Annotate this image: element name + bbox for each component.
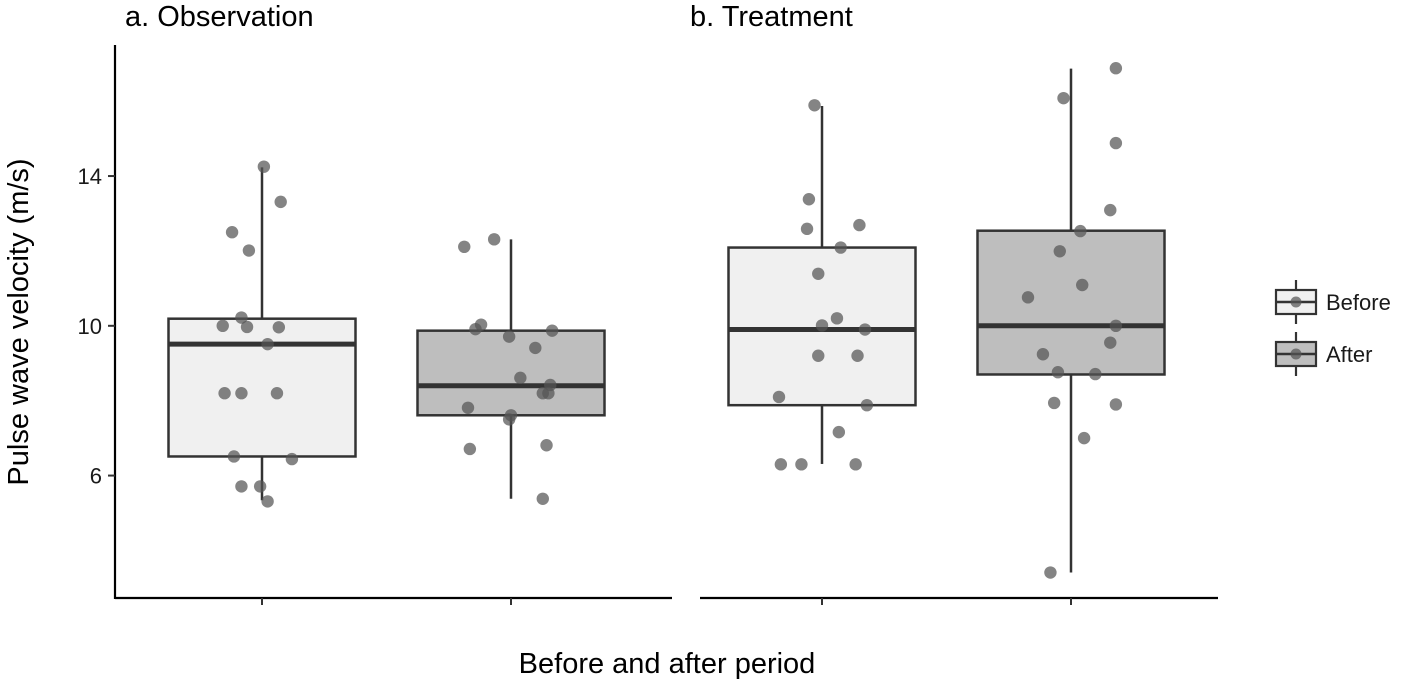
data-point [858, 323, 872, 336]
legend: Before After [1274, 280, 1391, 376]
data-point [545, 324, 559, 337]
data-point [235, 386, 248, 400]
data-point [832, 425, 846, 439]
panel-treatment [700, 62, 1218, 605]
panel-title-observation: a. Observation [125, 1, 314, 33]
data-point [1109, 62, 1123, 75]
data-point [1109, 398, 1123, 411]
data-point [1077, 431, 1091, 445]
data-point [458, 240, 471, 254]
data-point [502, 413, 516, 426]
data-point [1089, 367, 1102, 381]
data-point [242, 244, 256, 257]
y-tick-label: 6 [90, 464, 102, 489]
data-point [1104, 336, 1117, 349]
data-point [270, 386, 284, 400]
legend-point [1290, 296, 1302, 308]
data-point [218, 386, 231, 400]
legend-label-before: Before [1326, 290, 1391, 315]
data-point [529, 341, 542, 355]
y-tick-label: 14 [78, 164, 102, 189]
legend-label-after: After [1326, 342, 1372, 367]
data-point [227, 450, 241, 463]
data-point [830, 312, 844, 325]
data-point [808, 99, 821, 112]
data-point [253, 480, 267, 493]
y-axis-title: Pulse wave velocity (m/s) [3, 158, 35, 485]
data-point [1104, 203, 1117, 217]
data-point [812, 267, 825, 280]
iqr-box [976, 229, 1166, 376]
data-point [1109, 136, 1123, 150]
data-point [802, 193, 816, 206]
data-point [274, 195, 287, 209]
panel-observation [115, 160, 672, 605]
data-point [1044, 566, 1057, 579]
data-point [536, 492, 549, 505]
data-point [1076, 278, 1089, 292]
data-point [795, 458, 808, 471]
data-point [235, 311, 248, 324]
data-point [1053, 245, 1066, 258]
data-point [849, 458, 862, 471]
data-point [261, 495, 274, 508]
data-point [1021, 291, 1035, 304]
data-point [285, 452, 299, 466]
data-point [1057, 91, 1070, 105]
legend-key-after [1274, 332, 1318, 376]
box-group-after [416, 233, 606, 605]
data-point [1109, 319, 1123, 333]
data-point [812, 349, 825, 362]
data-point [851, 349, 864, 362]
data-point [261, 337, 274, 351]
data-point [1036, 348, 1050, 361]
iqr-box [416, 329, 606, 417]
data-point [257, 160, 271, 173]
data-point [540, 439, 553, 452]
data-point [514, 371, 527, 385]
data-point [240, 320, 254, 334]
data-point [860, 398, 874, 412]
data-point [463, 442, 477, 456]
box-group-after [976, 62, 1166, 605]
data-point [216, 319, 229, 333]
box-group-before [167, 160, 357, 605]
data-point [772, 390, 786, 404]
x-axis-title: Before and after period [519, 648, 816, 680]
legend-point [1290, 348, 1302, 360]
data-point [225, 226, 239, 239]
data-point [853, 218, 866, 232]
data-point [542, 386, 555, 400]
legend-key-before [1274, 280, 1318, 324]
iqr-box [167, 317, 357, 458]
data-point [461, 401, 475, 415]
data-point [774, 458, 788, 471]
data-point [1047, 396, 1061, 410]
data-point [834, 241, 847, 254]
data-point [1051, 366, 1065, 379]
panel-title-treatment: b. Treatment [690, 1, 853, 33]
box-group-before [727, 99, 917, 605]
data-point [800, 222, 814, 236]
y-tick-label: 10 [78, 314, 102, 339]
data-point [502, 330, 516, 343]
data-point [815, 319, 829, 332]
data-point [487, 233, 501, 246]
data-point [469, 322, 482, 336]
data-point [272, 321, 286, 334]
data-point [1074, 224, 1087, 238]
data-point [235, 480, 248, 493]
